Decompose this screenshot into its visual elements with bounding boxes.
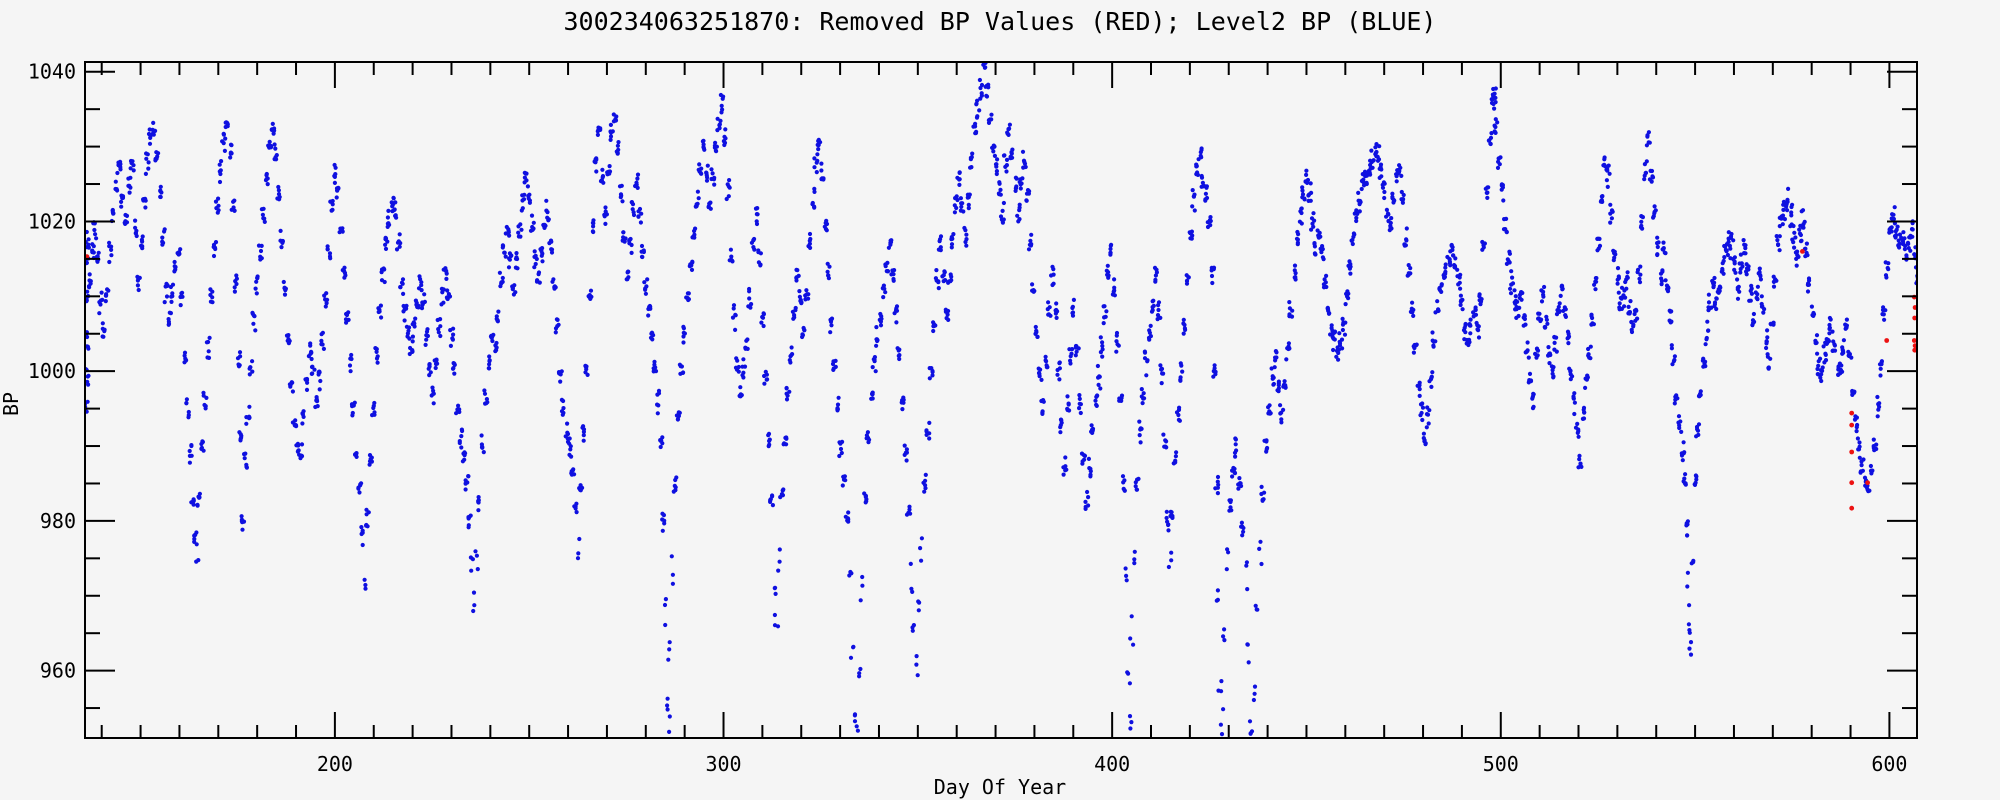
- x-tick-label: 400: [1094, 752, 1130, 776]
- x-axis-label: Day Of Year: [934, 775, 1066, 799]
- y-tick-label: 1020: [28, 209, 76, 233]
- y-axis-label: BP: [0, 392, 23, 416]
- x-tick-label: 500: [1483, 752, 1519, 776]
- chart-title: 300234063251870: Removed BP Values (RED)…: [564, 7, 1437, 36]
- plot-frame: [84, 61, 1918, 739]
- x-tick-label: 600: [1871, 752, 1907, 776]
- blue-series: [86, 63, 1916, 737]
- tick-labels: 200 300 400 500 600 960 980 1000 1020 1040: [28, 60, 1908, 776]
- y-tick-label: 1000: [28, 359, 76, 383]
- x-tick-label: 200: [317, 752, 353, 776]
- x-tick-label: 300: [705, 752, 741, 776]
- y-tick-label: 980: [40, 509, 76, 533]
- y-tick-label: 1040: [28, 60, 76, 84]
- y-tick-label: 960: [40, 659, 76, 683]
- red-series: [86, 249, 1916, 511]
